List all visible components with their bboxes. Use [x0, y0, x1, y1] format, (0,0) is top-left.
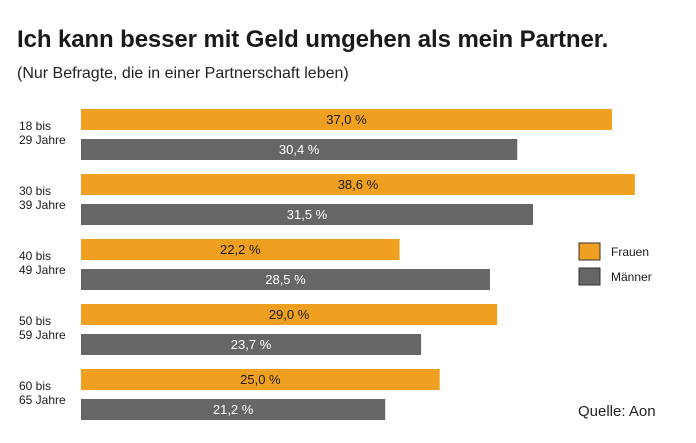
bar-frauen [81, 109, 612, 130]
data-label: 29,0 % [269, 307, 310, 322]
category-label-line: 49 Jahre [19, 263, 66, 277]
bar-frauen [81, 369, 440, 390]
category-label-line: 65 Jahre [19, 393, 66, 407]
legend-swatch-frauen [578, 242, 601, 261]
legend-label-maenner: Männer [611, 270, 652, 284]
category-label-line: 40 bis [19, 249, 51, 263]
data-label: 31,5 % [287, 207, 328, 222]
data-label: 23,7 % [231, 337, 272, 352]
chart-subtitle: (Nur Befragte, die in einer Partnerschaf… [17, 65, 349, 82]
bar-maenner [81, 334, 422, 355]
category-label-line: 29 Jahre [19, 133, 66, 147]
legend-swatch-maenner [578, 267, 601, 286]
bar-frauen [81, 304, 498, 325]
data-label: 25,0 % [240, 372, 281, 387]
category-label: 30 bis 39 Jahre [19, 184, 66, 212]
bar-maenner [81, 269, 490, 290]
category-label-line: 50 bis [19, 314, 51, 328]
bar-frauen [81, 239, 400, 260]
category-label-line: 59 Jahre [19, 328, 66, 342]
data-label: 30,4 % [279, 142, 320, 157]
bar-maenner [81, 139, 518, 160]
data-label: 28,5 % [265, 272, 306, 287]
source-note: Quelle: Aon [578, 403, 656, 420]
bar-maenner [81, 399, 386, 420]
legend-label-frauen: Frauen [611, 245, 649, 259]
data-label: 22,2 % [220, 242, 261, 257]
category-label: 18 bis 29 Jahre [19, 119, 66, 147]
bar-frauen [81, 174, 635, 195]
data-label: 37,0 % [326, 112, 367, 127]
category-label-line: 60 bis [19, 379, 51, 393]
category-label: 40 bis 49 Jahre [19, 249, 66, 277]
category-label-line: 18 bis [19, 119, 51, 133]
data-label: 21,2 % [213, 402, 254, 417]
category-label: 60 bis 65 Jahre [19, 379, 66, 407]
bar-maenner [81, 204, 534, 225]
data-label: 38,6 % [338, 177, 379, 192]
category-label-line: 39 Jahre [19, 198, 66, 212]
chart-title: Ich kann besser mit Geld umgehen als mei… [17, 26, 609, 53]
category-label: 50 bis 59 Jahre [19, 314, 66, 342]
category-label-line: 30 bis [19, 184, 51, 198]
